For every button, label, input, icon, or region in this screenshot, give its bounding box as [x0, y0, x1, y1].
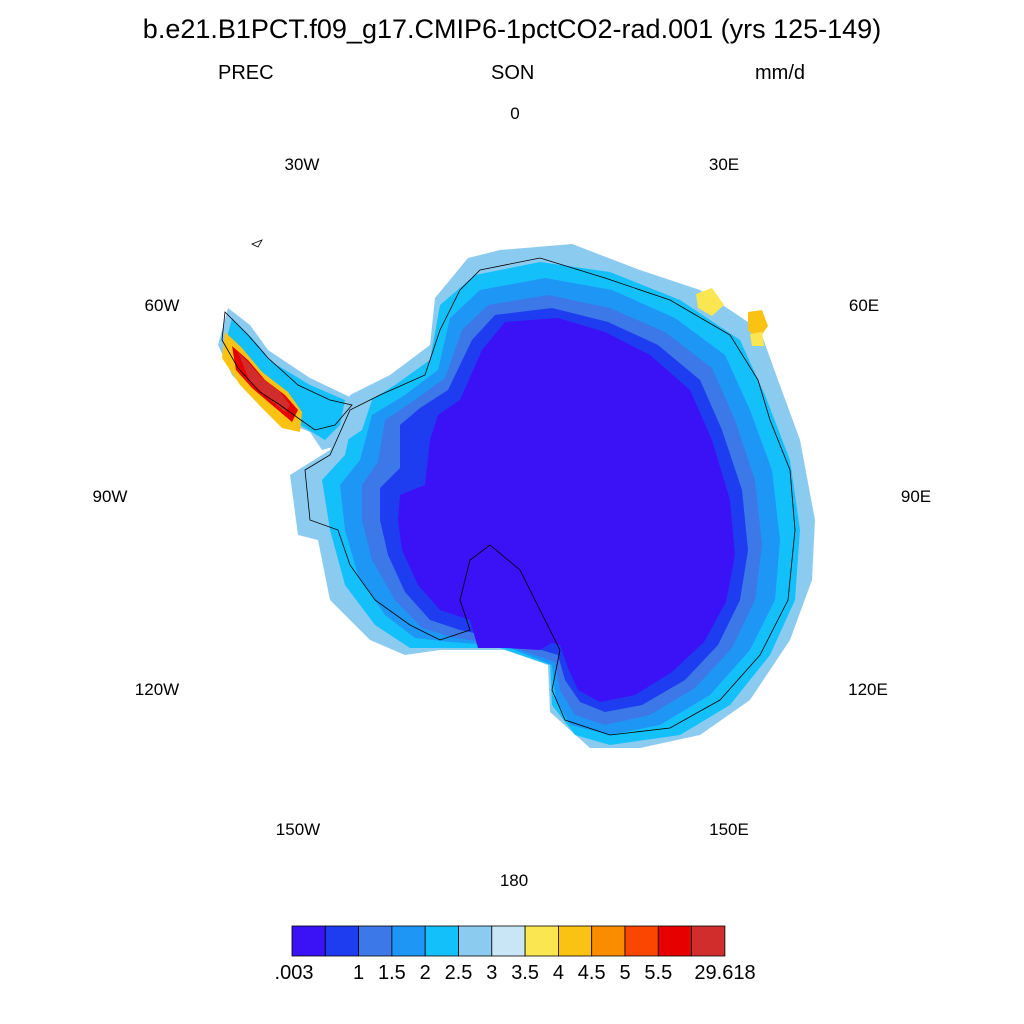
colorbar-label: 5 — [619, 962, 631, 984]
colorbar-label: .003 — [274, 962, 314, 984]
island-outline — [251, 239, 263, 248]
colorbar-label: 2 — [419, 962, 431, 984]
coastal-hotspot-yellow — [696, 288, 724, 316]
colorbar-label: 1.5 — [377, 962, 406, 984]
variable-label: PREC — [218, 62, 274, 84]
season-label: SON — [491, 62, 535, 84]
peninsula-blue — [225, 318, 345, 440]
colorbar-swatch — [358, 925, 393, 957]
lon-label-0: 0 — [510, 104, 520, 123]
colorbar-swatch — [491, 925, 526, 957]
colorbar-swatch — [624, 925, 659, 957]
lon-label-90e: 90E — [900, 487, 932, 506]
units-label: mm/d — [755, 62, 805, 84]
colorbar-label: 3.5 — [511, 962, 539, 984]
colorbar-label: 5.5 — [644, 962, 673, 984]
colorbar-label: 2.5 — [444, 962, 473, 984]
plot-title: b.e21.B1PCT.f09_g17.CMIP6-1pctCO2-rad.00… — [142, 14, 882, 44]
lon-label-60w: 60W — [144, 296, 180, 315]
lon-label-120e: 120E — [848, 680, 888, 699]
coastline-main — [304, 257, 796, 736]
lon-label-180: 180 — [499, 871, 529, 890]
lon-label-90w: 90W — [92, 487, 128, 506]
coastline — [221, 239, 796, 736]
coastline-peninsula — [221, 311, 353, 431]
lon-label-60e: 60E — [848, 296, 880, 315]
coastal-hotspot-orange — [748, 310, 768, 340]
colorbar-label: 4 — [552, 962, 564, 984]
colorbar-swatch — [458, 925, 493, 957]
colorbar-label: 29.618 — [694, 962, 756, 984]
colorbar-label: 1 — [353, 962, 365, 984]
colorbar-swatch — [324, 925, 359, 957]
colorbar-label: 3 — [486, 962, 498, 984]
peninsula-heavy-darkred — [238, 352, 290, 412]
colorbar-swatch — [291, 925, 326, 957]
coastal-hotspot-yellow-2 — [750, 332, 764, 346]
ross-ice-shelf — [470, 542, 556, 650]
lon-label-30w: 30W — [284, 155, 320, 174]
colorbar-label: 4.5 — [577, 962, 606, 984]
lon-label-150w: 150W — [275, 820, 321, 839]
colorbar-swatch — [391, 925, 426, 957]
colorbar-swatch — [691, 925, 726, 957]
lon-label-30e: 30E — [708, 155, 740, 174]
lon-label-120w: 120W — [134, 680, 180, 699]
precipitation-field — [218, 244, 815, 748]
colorbar-swatch — [558, 925, 593, 957]
colorbar-swatch — [591, 925, 626, 957]
colorbar-swatch — [657, 925, 692, 957]
colorbar-swatch — [424, 925, 459, 957]
colorbar-swatch — [524, 925, 559, 957]
lon-label-150e: 150E — [709, 820, 749, 839]
